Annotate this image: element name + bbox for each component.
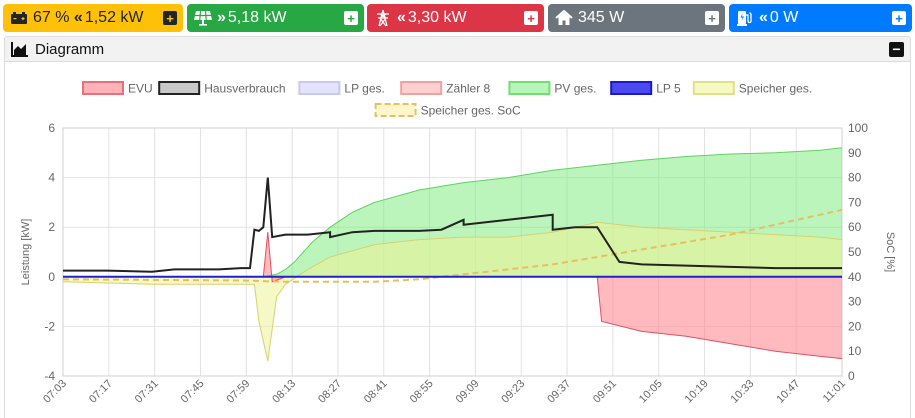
house-power: 345 W xyxy=(578,9,625,26)
pv-expand-button[interactable]: + xyxy=(344,11,358,25)
x-tick-label: 09:09 xyxy=(454,378,482,406)
legend-label: LP 5 xyxy=(656,82,681,96)
battery-tile[interactable]: 67 % «1,52 kW + xyxy=(3,4,183,32)
area-chart-icon xyxy=(11,41,29,57)
card-title: Diagramm xyxy=(35,40,105,58)
house-tile[interactable]: 345 W + xyxy=(548,4,725,32)
x-tick-label: 07:17 xyxy=(87,378,115,406)
y2-tick-label: 0 xyxy=(848,369,855,383)
house-expand-button[interactable]: + xyxy=(705,11,719,25)
charging-station-icon xyxy=(735,9,755,27)
legend-swatch xyxy=(374,103,417,117)
grid-arrow: « xyxy=(397,9,406,26)
legend-swatch xyxy=(610,81,653,95)
y-tick-label: 4 xyxy=(48,171,55,185)
x-tick-label: 08:13 xyxy=(270,378,298,406)
pv-tile[interactable]: » 5,18 kW + xyxy=(187,4,364,32)
legend-swatch xyxy=(508,81,551,95)
x-tick-label: 09:37 xyxy=(545,378,573,406)
power-pylon-icon xyxy=(373,9,393,27)
x-tick-label: 08:41 xyxy=(362,378,390,406)
pv-arrow: » xyxy=(217,9,226,26)
y-tick-label: 0 xyxy=(48,270,55,284)
y-tick-label: 6 xyxy=(48,121,55,135)
series-area-evu xyxy=(63,232,842,359)
power-chart: EVU Hausverbrauch LP ges. Zähler 8 PV ges. LP… xyxy=(20,81,896,406)
chargepoint-expand-button[interactable]: + xyxy=(892,11,906,25)
y-tick-label: 2 xyxy=(48,220,55,234)
battery-soc: 67 % xyxy=(33,9,70,26)
chargepoint-tile[interactable]: «0 W + xyxy=(729,4,912,32)
x-tick-label: 10:19 xyxy=(683,378,711,406)
legend-label: EVU xyxy=(128,82,153,96)
home-icon xyxy=(554,9,574,27)
y2-tick-label: 80 xyxy=(848,171,862,185)
grid-power: 3,30 kW xyxy=(407,9,467,26)
x-tick-label: 07:59 xyxy=(224,378,252,406)
x-tick-label: 10:33 xyxy=(729,378,757,406)
y-tick-label: -2 xyxy=(44,319,55,333)
solar-panel-icon xyxy=(193,9,213,27)
legend-swatch xyxy=(82,81,124,95)
y-tick-label: -4 xyxy=(44,369,55,383)
chart-card-body: EVU Hausverbrauch LP ges. Zähler 8 PV ges. LP… xyxy=(4,62,911,418)
y2-tick-label: 90 xyxy=(848,146,862,160)
x-tick-label: 08:27 xyxy=(316,378,344,406)
x-tick-label: 09:51 xyxy=(591,378,619,406)
chargepoint-power: 0 W xyxy=(769,9,799,26)
chart-legend: EVU Hausverbrauch LP ges. Zähler 8 PV ges. LP… xyxy=(82,81,812,118)
legend-label: PV ges. xyxy=(554,82,596,96)
legend-label: Speicher ges. SoC xyxy=(421,104,521,118)
x-tick-label: 09:23 xyxy=(499,378,527,406)
series-line-speicher-ges-soc xyxy=(62,208,843,283)
x-tick-label: 10:05 xyxy=(637,378,665,406)
y2-tick-label: 50 xyxy=(848,245,862,259)
y2-tick-label: 10 xyxy=(848,344,862,358)
grid-tile[interactable]: «3,30 kW + xyxy=(367,4,544,32)
y2-tick-label: 70 xyxy=(848,195,862,209)
car-battery-icon xyxy=(9,9,29,27)
series-line-pv-ges- xyxy=(63,147,843,278)
chart-card-header[interactable]: Diagramm − xyxy=(4,36,911,62)
series-line-hausverbrauch xyxy=(63,177,842,273)
legend-swatch xyxy=(400,81,443,95)
battery-expand-button[interactable]: + xyxy=(163,11,177,25)
y2-tick-label: 40 xyxy=(848,270,862,284)
status-bar: 67 % «1,52 kW + » 5,18 kW + «3,30 kW + 34… xyxy=(0,0,915,36)
x-tick-label: 11:01 xyxy=(821,378,848,405)
pv-power: 5,18 kW xyxy=(227,9,287,26)
legend-label: Hausverbrauch xyxy=(204,82,285,96)
legend-label: Speicher ges. xyxy=(739,82,812,96)
y-axis-title: Leistung [kW] xyxy=(20,219,32,286)
series-area-speicher-ges- xyxy=(63,222,842,362)
y2-tick-label: 30 xyxy=(848,295,862,309)
legend-swatch xyxy=(158,81,201,95)
legend-swatch xyxy=(692,81,735,95)
y2-tick-label: 60 xyxy=(848,220,862,234)
grid-expand-button[interactable]: + xyxy=(524,11,538,25)
chargepoint-arrow: « xyxy=(759,9,768,26)
battery-power: 1,52 kW xyxy=(84,9,144,26)
x-tick-label: 07:31 xyxy=(133,378,161,406)
x-tick-label: 10:47 xyxy=(774,378,802,406)
x-tick-label: 07:45 xyxy=(179,378,207,406)
collapse-button[interactable]: − xyxy=(889,41,904,57)
battery-arrow: « xyxy=(73,9,83,26)
legend-label: LP ges. xyxy=(344,82,384,96)
legend-label: Zähler 8 xyxy=(446,82,490,96)
series-line-speicher-ges- xyxy=(62,221,843,362)
y2-tick-label: 100 xyxy=(848,121,868,135)
x-tick-label: 08:55 xyxy=(408,378,436,406)
y2-tick-label: 20 xyxy=(848,319,862,333)
y2-axis-title: SoC [%] xyxy=(884,232,896,272)
chart-series xyxy=(62,147,843,362)
legend-swatch xyxy=(298,81,341,95)
